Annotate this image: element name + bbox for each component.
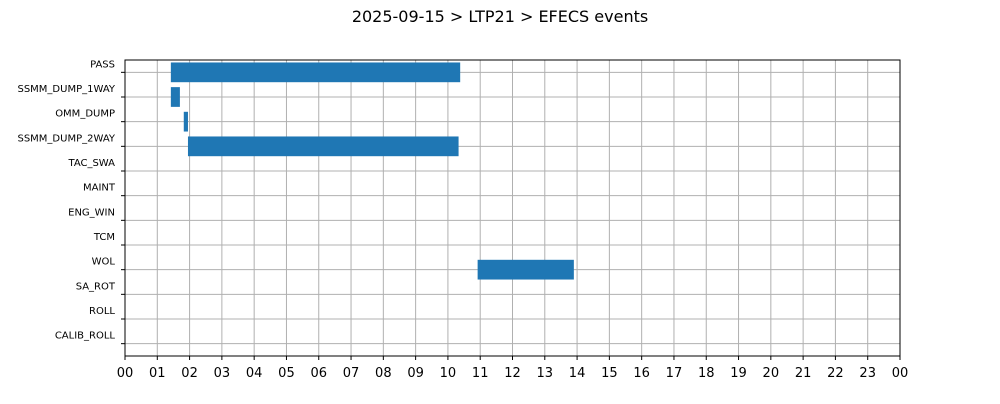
event-bar-omm-dump bbox=[183, 111, 188, 132]
x-tick-label: 21 bbox=[795, 366, 812, 381]
x-tick-label: 19 bbox=[730, 366, 747, 381]
x-tick-label: 09 bbox=[407, 366, 424, 381]
grid-lines bbox=[124, 60, 901, 356]
x-tick-label: 22 bbox=[827, 366, 844, 381]
y-tick-label: SSMM_DUMP_2WAY bbox=[17, 133, 115, 144]
x-axis: 00 01 02 03 04 05 06 07 08 09 10 11 12 13 14 15 16 17 18 19… bbox=[117, 356, 909, 381]
event-bar-wol bbox=[477, 259, 574, 280]
x-tick-label: 14 bbox=[569, 366, 586, 381]
y-tick-label: OMM_DUMP bbox=[55, 109, 115, 120]
x-tick-label: 10 bbox=[440, 366, 457, 381]
chart-title: 2025-09-15 > LTP21 > EFECS events bbox=[352, 7, 648, 26]
x-tick-label: 03 bbox=[214, 366, 231, 381]
x-tick-label: 00 bbox=[892, 366, 909, 381]
x-tick-label: 17 bbox=[666, 366, 683, 381]
x-tick-label: 18 bbox=[698, 366, 715, 381]
x-tick-label: 01 bbox=[149, 366, 166, 381]
event-bar-pass bbox=[170, 62, 461, 83]
x-tick-label: 23 bbox=[859, 366, 876, 381]
event-bars bbox=[170, 62, 574, 280]
y-tick-label: WOL bbox=[92, 257, 116, 268]
y-tick-label: ENG_WIN bbox=[68, 207, 115, 218]
x-tick-label: 08 bbox=[375, 366, 392, 381]
y-tick-label: SSMM_DUMP_1WAY bbox=[17, 84, 115, 95]
x-tick-label: 07 bbox=[343, 366, 360, 381]
y-tick-label: SA_ROT bbox=[76, 281, 116, 292]
x-tick-label: 20 bbox=[763, 366, 780, 381]
x-tick-label: 04 bbox=[246, 366, 263, 381]
y-tick-label: CALIB_ROLL bbox=[55, 331, 116, 342]
x-tick-label: 12 bbox=[504, 366, 521, 381]
y-tick-label: TAC_SWA bbox=[67, 158, 115, 169]
x-tick-label: 00 bbox=[117, 366, 134, 381]
y-tick-label: TCM bbox=[93, 232, 115, 243]
x-tick-label: 16 bbox=[633, 366, 650, 381]
y-tick-label: PASS bbox=[90, 59, 115, 70]
x-tick-label: 05 bbox=[278, 366, 295, 381]
event-bar-ssmm-dump-2way bbox=[187, 136, 459, 157]
x-tick-label: 11 bbox=[472, 366, 489, 381]
event-bar-ssmm-dump-1way bbox=[170, 87, 180, 107]
y-axis: PASS SSMM_DUMP_1WAY OMM_DUMP SSMM_DUMP_2WAY… bbox=[17, 59, 125, 345]
x-tick-label: 13 bbox=[537, 366, 554, 381]
x-tick-label: 06 bbox=[310, 366, 327, 381]
y-tick-label: ROLL bbox=[89, 306, 115, 317]
y-tick-label: MAINT bbox=[83, 183, 116, 194]
x-tick-label: 02 bbox=[181, 366, 198, 381]
x-tick-label: 15 bbox=[601, 366, 618, 381]
